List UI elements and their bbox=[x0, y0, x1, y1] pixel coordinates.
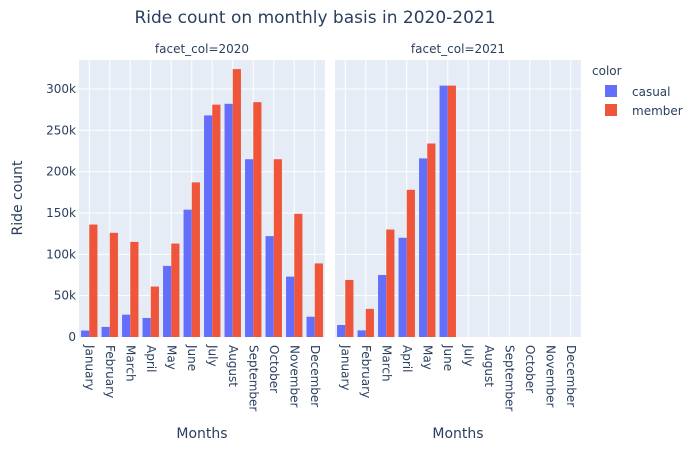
bar-member-april[interactable] bbox=[406, 189, 415, 337]
y-tick-label: 250k bbox=[46, 123, 76, 137]
bar-member-january[interactable] bbox=[345, 279, 354, 337]
bar-member-july[interactable] bbox=[212, 104, 221, 337]
x-tick-label: February bbox=[103, 345, 117, 398]
x-tick-label: May bbox=[420, 345, 434, 370]
bar-member-february[interactable] bbox=[365, 308, 374, 337]
bar-casual-october[interactable] bbox=[265, 236, 274, 337]
y-axis-title: Ride count bbox=[10, 160, 26, 236]
bar-casual-april[interactable] bbox=[398, 237, 407, 337]
bar-casual-july[interactable] bbox=[204, 115, 213, 338]
bar-member-october[interactable] bbox=[273, 159, 282, 337]
x-tick-label: April bbox=[400, 345, 414, 372]
y-tick-label: 100k bbox=[46, 247, 76, 261]
legend-label-casual[interactable]: casual bbox=[632, 85, 671, 99]
bar-casual-march[interactable] bbox=[122, 314, 131, 337]
x-tick-label: January bbox=[82, 344, 96, 391]
bar-member-december[interactable] bbox=[314, 263, 323, 337]
x-tick-label: February bbox=[359, 345, 373, 398]
bar-member-march[interactable] bbox=[386, 229, 395, 337]
x-tick-label: April bbox=[144, 345, 158, 372]
y-tick-label: 200k bbox=[46, 165, 76, 179]
bar-casual-september[interactable] bbox=[245, 159, 254, 337]
x-tick-label: August bbox=[226, 345, 240, 387]
plot-background bbox=[335, 60, 581, 337]
bar-member-january[interactable] bbox=[89, 224, 98, 337]
x-tick-label: March bbox=[123, 345, 137, 382]
bar-member-march[interactable] bbox=[130, 241, 139, 337]
bar-casual-june[interactable] bbox=[439, 85, 448, 337]
bar-member-may[interactable] bbox=[171, 243, 180, 337]
x-tick-label: October bbox=[267, 345, 281, 393]
x-tick-label: December bbox=[564, 345, 578, 407]
x-axis-title: Months bbox=[432, 426, 483, 442]
x-axis-title: Months bbox=[176, 426, 227, 442]
bar-casual-march[interactable] bbox=[378, 274, 387, 337]
bar-casual-january[interactable] bbox=[337, 325, 346, 337]
bar-member-september[interactable] bbox=[253, 102, 262, 337]
x-tick-label: March bbox=[379, 345, 393, 382]
bar-casual-june[interactable] bbox=[183, 209, 192, 337]
x-tick-label: June bbox=[185, 344, 199, 371]
bar-member-april[interactable] bbox=[150, 286, 159, 337]
bar-member-june[interactable] bbox=[447, 85, 456, 337]
bar-casual-january[interactable] bbox=[81, 330, 90, 337]
bar-casual-august[interactable] bbox=[224, 103, 233, 337]
bar-casual-february[interactable] bbox=[357, 330, 366, 337]
y-tick-label: 0 bbox=[68, 330, 76, 344]
bar-member-august[interactable] bbox=[232, 69, 241, 337]
bar-casual-may[interactable] bbox=[419, 158, 428, 337]
bar-casual-november[interactable] bbox=[286, 276, 295, 337]
facet-label: facet_col=2021 bbox=[411, 42, 505, 56]
x-tick-label: September bbox=[502, 345, 516, 411]
x-tick-label: July bbox=[461, 344, 475, 367]
bar-member-february[interactable] bbox=[109, 232, 118, 337]
bar-casual-april[interactable] bbox=[142, 317, 151, 337]
x-tick-label: July bbox=[205, 344, 219, 367]
bar-member-may[interactable] bbox=[427, 143, 436, 337]
x-tick-label: November bbox=[543, 345, 557, 407]
facet-panels: facet_col=2020 January February March April M… bbox=[46, 42, 581, 442]
x-tick-label: August bbox=[482, 345, 496, 387]
x-tick-label: May bbox=[164, 345, 178, 370]
facet-panel-1: facet_col=2021 January February March April M… bbox=[335, 42, 581, 442]
legend-swatch-member[interactable] bbox=[605, 104, 617, 116]
x-tick-label: June bbox=[441, 344, 455, 371]
x-tick-label: November bbox=[287, 345, 301, 407]
x-tick-label: September bbox=[246, 345, 260, 411]
bar-member-june[interactable] bbox=[191, 182, 200, 337]
facet-panel-0: facet_col=2020 January February March April M… bbox=[79, 42, 325, 442]
facet-label: facet_col=2020 bbox=[155, 42, 249, 56]
x-tick-label: January bbox=[338, 344, 352, 391]
y-tick-label: 300k bbox=[46, 82, 76, 96]
legend-title: color bbox=[592, 64, 622, 78]
y-tick-label: 50k bbox=[54, 289, 76, 303]
bar-member-november[interactable] bbox=[294, 213, 303, 337]
chart-title: Ride count on monthly basis in 2020-2021 bbox=[134, 8, 495, 28]
bar-casual-may[interactable] bbox=[163, 265, 172, 337]
x-tick-label: December bbox=[308, 345, 322, 407]
x-tick-label: October bbox=[523, 345, 537, 393]
bar-casual-december[interactable] bbox=[306, 316, 315, 337]
y-tick-label: 150k bbox=[46, 206, 76, 220]
plot-background bbox=[79, 60, 325, 337]
legend-swatch-casual[interactable] bbox=[605, 85, 617, 97]
legend-label-member[interactable]: member bbox=[632, 104, 683, 118]
legend[interactable]: color casual member bbox=[592, 64, 683, 118]
bar-casual-february[interactable] bbox=[101, 326, 110, 337]
